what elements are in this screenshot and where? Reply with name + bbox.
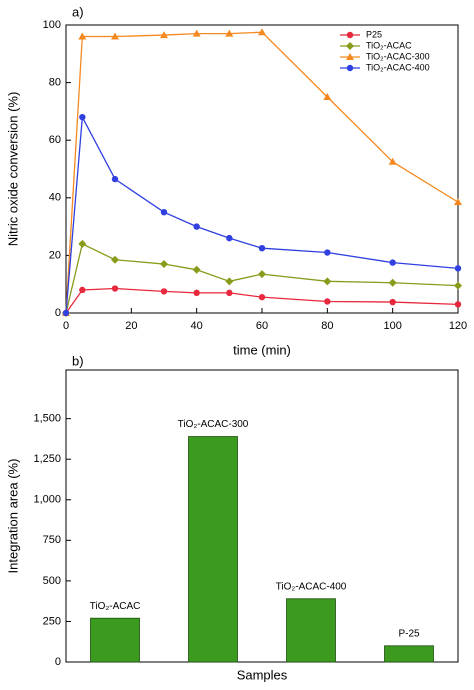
data-point [258,28,266,36]
data-point [193,289,200,297]
data-point [160,260,168,269]
bar-category-label: TiO₂-ACAC [90,601,141,612]
legend-label: TiO₂-ACAC-300 [366,51,430,61]
data-point [454,198,462,206]
panel-label: b) [72,353,84,368]
data-point [193,223,200,230]
y-tick-label: 1,250 [33,453,61,465]
x-tick-label: 100 [383,320,401,332]
series-line [65,31,459,314]
y-tick-label: 1,000 [33,494,61,506]
plot-frame [65,369,459,663]
y-tick-label: 20 [49,249,61,261]
data-point [192,29,201,37]
data-point [225,277,234,286]
data-point [389,298,396,306]
data-point [226,289,233,297]
legend-marker [346,31,354,39]
data-point [79,286,86,294]
data-point [226,234,233,242]
bar [286,598,336,663]
y-tick-label: 100 [43,19,61,31]
data-point [160,288,168,295]
data-point [192,265,201,274]
data-point [111,255,119,264]
y-tick-label: 0 [55,307,61,319]
legend-label: TiO₂-ACAC-400 [366,62,430,72]
data-point [225,29,234,37]
data-point [454,301,462,308]
x-tick-label: 40 [191,320,203,332]
data-point [111,32,119,40]
x-tick-label: 60 [256,320,268,332]
legend-marker [346,53,354,60]
legend-marker [346,64,354,72]
x-axis-title: time (min) [233,342,291,357]
data-point [79,113,86,121]
series-line [65,287,459,314]
bar [188,436,238,663]
data-point [388,278,397,287]
data-point [111,285,119,292]
data-point [389,259,396,266]
panel-label: a) [72,4,84,19]
data-point [78,32,87,40]
y-tick-label: 250 [43,615,61,627]
data-point [258,293,266,301]
data-point [78,239,87,248]
bar [384,645,434,663]
series-line [65,114,459,314]
data-point [160,209,168,216]
data-point [160,31,168,39]
data-point [454,281,462,290]
legend-label: TiO₂-ACAC [366,40,412,50]
x-tick-label: 20 [125,320,137,332]
legend-label: P25 [366,29,382,39]
y-tick-label: 1,500 [33,413,61,425]
series-line [65,242,459,314]
data-point [388,157,397,165]
x-tick-label: 120 [449,320,467,332]
legend-marker [346,42,354,50]
y-tick-label: 60 [49,134,61,146]
bar-category-label: TiO₂-ACAC-300 [178,419,249,430]
y-tick-label: 750 [43,534,61,546]
data-point [323,277,332,286]
bar-category-label: TiO₂-ACAC-400 [276,581,347,592]
y-axis-title: Integration area (%) [5,459,20,574]
data-point [62,309,70,317]
y-tick-label: 0 [55,656,61,668]
x-axis-title: Samples [237,667,288,682]
y-tick-label: 80 [49,77,61,89]
data-point [324,249,331,256]
y-tick-label: 500 [43,575,61,587]
bar [90,617,140,663]
y-axis-title: Nitric oxide conversion (%) [5,92,20,247]
data-point [323,93,332,100]
bar-category-label: P-25 [398,628,420,639]
data-point [258,245,266,252]
y-tick-label: 40 [49,192,61,204]
data-point [111,175,119,183]
x-tick-label: 80 [321,320,333,332]
x-tick-label: 0 [63,320,69,332]
data-point [258,270,266,279]
data-point [454,265,462,272]
data-point [324,298,331,305]
